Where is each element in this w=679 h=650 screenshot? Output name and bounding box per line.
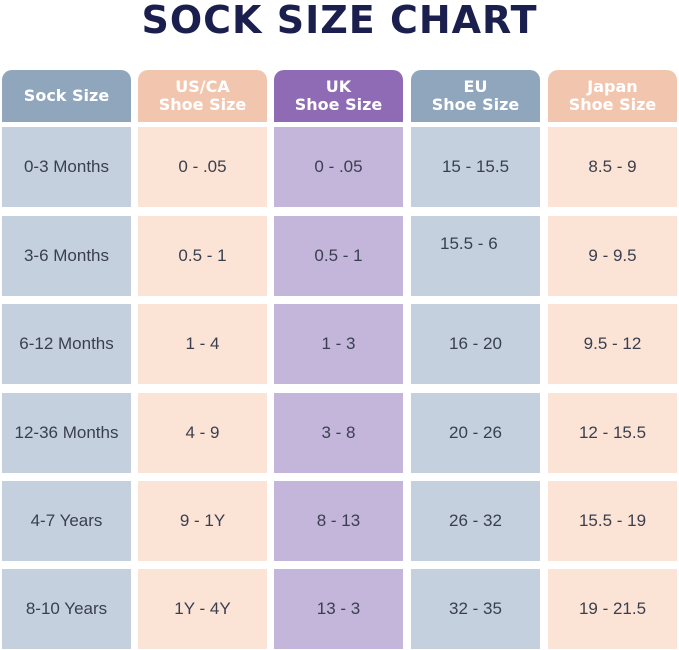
page-title: SOCK SIZE CHART xyxy=(141,0,538,42)
header-eu-shoe-size: EU Shoe Size xyxy=(411,70,540,122)
header-uk-shoe-size: UK Shoe Size xyxy=(274,70,403,122)
cell-eu-size: 15.5 - 6 xyxy=(411,216,540,296)
header-us-ca-line1: US/CA xyxy=(175,77,230,96)
header-eu-line2: Shoe Size xyxy=(431,95,520,114)
header-uk-line2: Shoe Size xyxy=(294,95,383,114)
cell-japan-size: 9.5 - 12 xyxy=(548,304,677,384)
header-us-ca-shoe-size: US/CA Shoe Size xyxy=(138,70,267,122)
header-eu-line1: EU xyxy=(463,77,488,96)
cell-eu-size: 15 - 15.5 xyxy=(411,127,540,207)
cell-us-ca-size: 0.5 - 1 xyxy=(138,216,267,296)
cell-uk-size: 13 - 3 xyxy=(274,569,403,649)
cell-japan-size: 8.5 - 9 xyxy=(548,127,677,207)
cell-us-ca-size: 9 - 1Y xyxy=(138,481,267,561)
cell-uk-size: 1 - 3 xyxy=(274,304,403,384)
cell-eu-size: 26 - 32 xyxy=(411,481,540,561)
cell-us-ca-size: 4 - 9 xyxy=(138,393,267,473)
header-sock-size-line1: Sock Size xyxy=(23,86,110,105)
cell-sock-size: 0-3 Months xyxy=(2,127,131,207)
cell-uk-size: 3 - 8 xyxy=(274,393,403,473)
cell-japan-size: 19 - 21.5 xyxy=(548,569,677,649)
cell-uk-size: 0.5 - 1 xyxy=(274,216,403,296)
cell-uk-size: 0 - .05 xyxy=(274,127,403,207)
cell-sock-size: 6-12 Months xyxy=(2,304,131,384)
cell-sock-size: 3-6 Months xyxy=(2,216,131,296)
cell-us-ca-size: 0 - .05 xyxy=(138,127,267,207)
header-uk-line1: UK xyxy=(325,77,352,96)
cell-us-ca-size: 1Y - 4Y xyxy=(138,569,267,649)
header-japan-line2: Shoe Size xyxy=(568,95,657,114)
cell-japan-size: 12 - 15.5 xyxy=(548,393,677,473)
cell-uk-size: 8 - 13 xyxy=(274,481,403,561)
cell-eu-size: 32 - 35 xyxy=(411,569,540,649)
cell-eu-size: 20 - 26 xyxy=(411,393,540,473)
header-japan-shoe-size: Japan Shoe Size xyxy=(548,70,677,122)
cell-sock-size: 8-10 Years xyxy=(2,569,131,649)
cell-sock-size: 12-36 Months xyxy=(2,393,131,473)
cell-eu-size: 16 - 20 xyxy=(411,304,540,384)
header-sock-size: Sock Size xyxy=(2,70,131,122)
cell-sock-size: 4-7 Years xyxy=(2,481,131,561)
cell-us-ca-size: 1 - 4 xyxy=(138,304,267,384)
header-japan-line1: Japan xyxy=(587,77,638,96)
header-us-ca-line2: Shoe Size xyxy=(158,95,247,114)
cell-japan-size: 15.5 - 19 xyxy=(548,481,677,561)
cell-japan-size: 9 - 9.5 xyxy=(548,216,677,296)
